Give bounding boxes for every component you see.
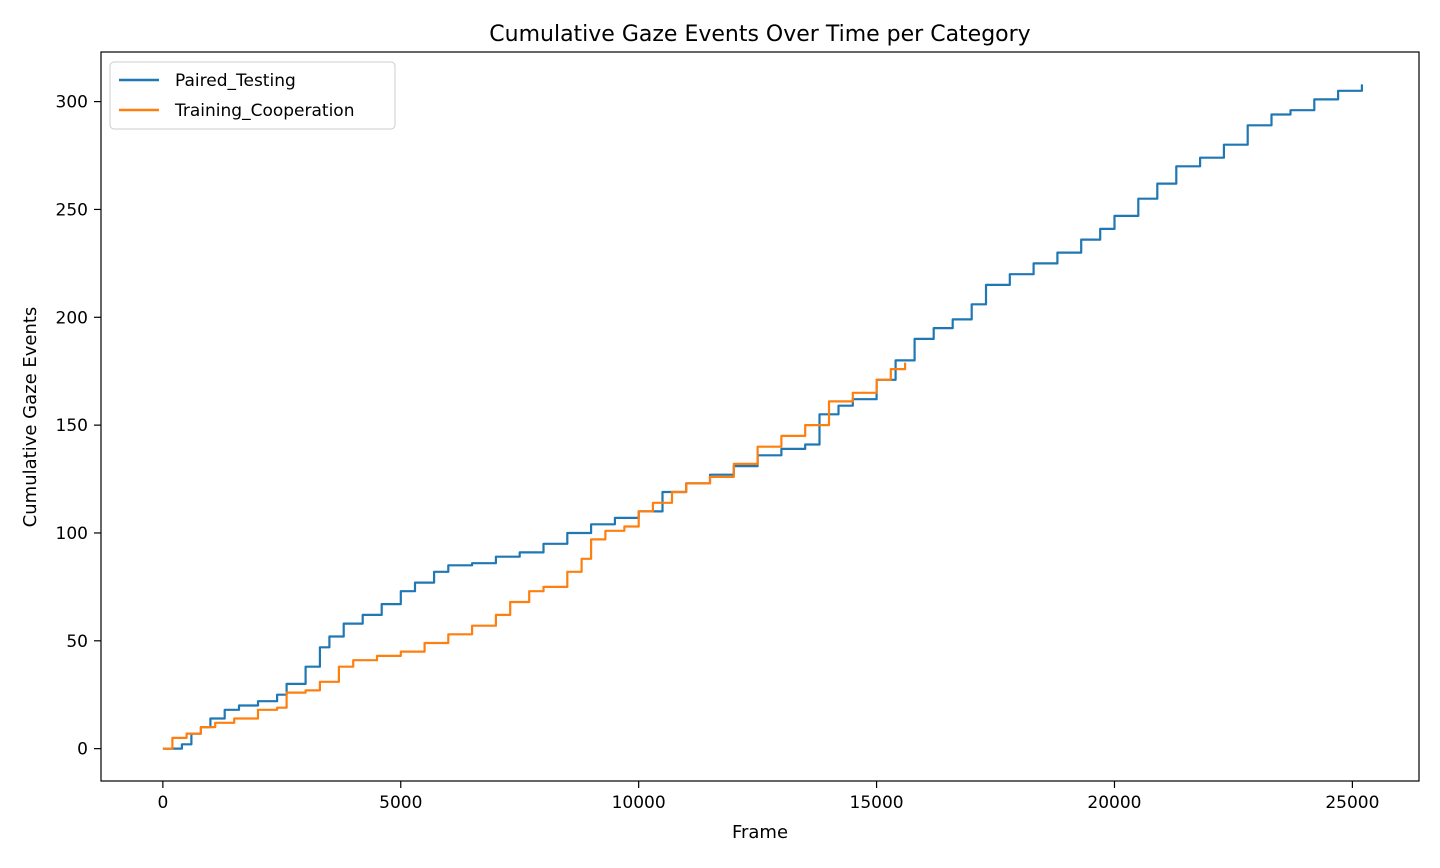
x-tick-label: 0	[157, 793, 168, 813]
legend-label-paired-testing: Paired_Testing	[175, 71, 296, 91]
y-tick-label: 300	[56, 93, 88, 113]
plot-frame	[100, 51, 1420, 782]
y-tick-label: 100	[56, 524, 88, 544]
chart-title: Cumulative Gaze Events Over Time per Cat…	[489, 22, 1030, 47]
x-axis-label: Frame	[732, 822, 788, 843]
y-axis-label: Cumulative Gaze Events	[20, 307, 41, 528]
series-layer	[162, 84, 1363, 750]
y-tick-label: 0	[77, 740, 88, 760]
x-tick-label: 5000	[379, 793, 422, 813]
x-tick-label: 25000	[1325, 793, 1379, 813]
y-tick-label: 50	[66, 632, 88, 652]
x-tick-label: 15000	[850, 793, 904, 813]
series-line-paired-testing	[162, 84, 1363, 750]
legend-label-training-cooperation: Training_Cooperation	[174, 101, 354, 121]
legend: Paired_Testing Training_Cooperation	[109, 61, 396, 130]
x-tick-label: 20000	[1087, 793, 1141, 813]
legend-box	[109, 61, 396, 130]
legend-items: Paired_Testing Training_Cooperation	[119, 71, 354, 121]
y-tick-label: 250	[56, 200, 88, 220]
x-tick-label: 10000	[612, 793, 666, 813]
y-tick-label: 200	[56, 308, 88, 328]
series-line-training-cooperation	[162, 362, 907, 750]
y-tick-label: 150	[56, 416, 88, 436]
axis-ticks: 0 5000 10000 15000 20000 25000 0 50 100 150 200 250…	[56, 93, 1380, 813]
